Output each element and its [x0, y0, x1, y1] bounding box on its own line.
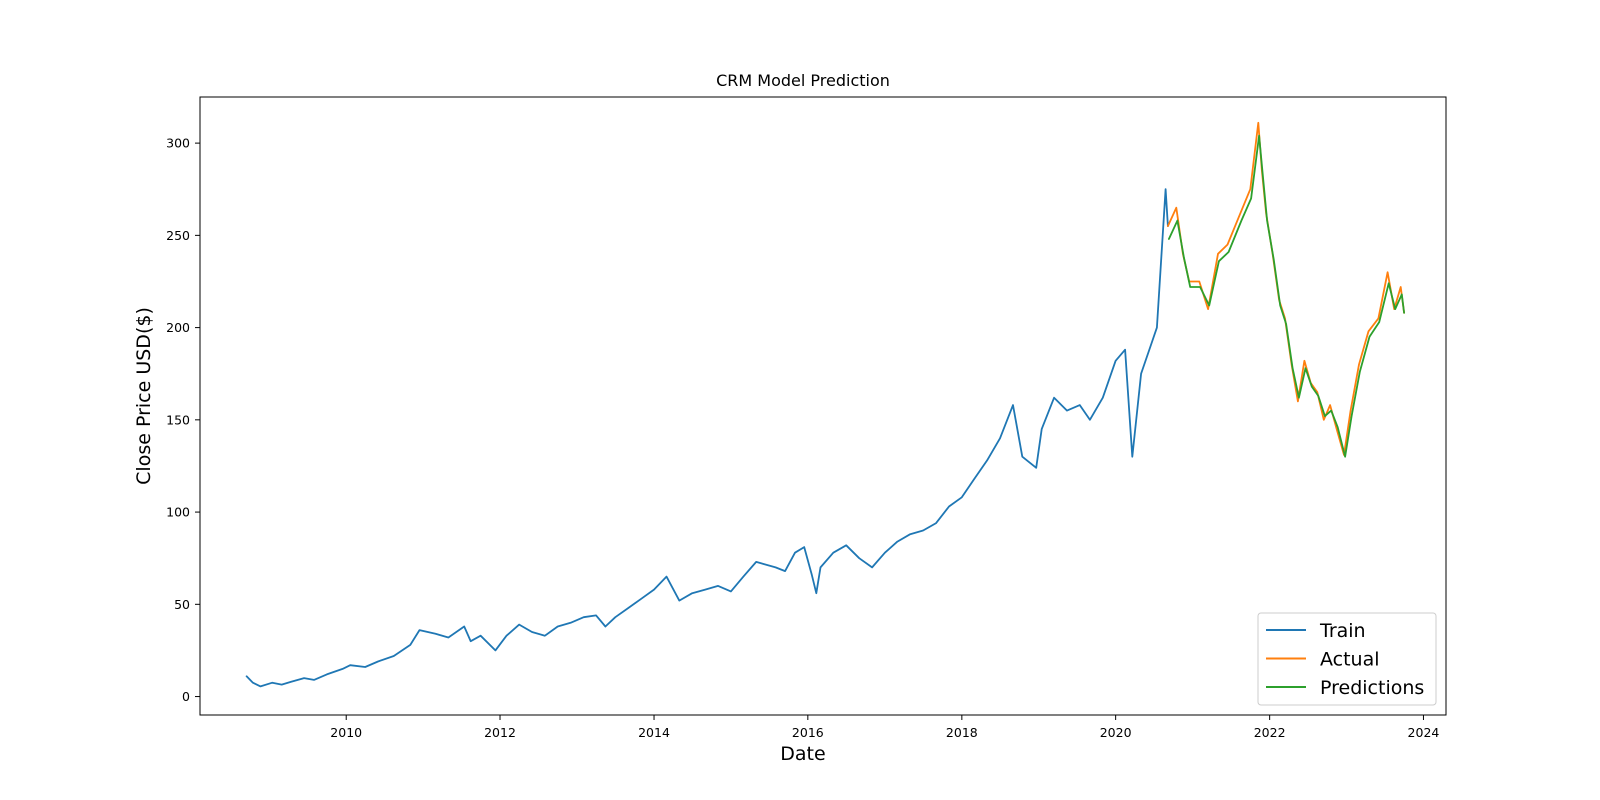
- x-tick-label: 2014: [638, 725, 670, 740]
- y-tick-label: 100: [166, 505, 190, 520]
- x-tick-label: 2024: [1408, 725, 1440, 740]
- x-tick-label: 2010: [330, 725, 362, 740]
- series-line-predictions: [1168, 134, 1405, 458]
- y-tick-label: 150: [166, 412, 190, 427]
- y-tick-label: 50: [174, 597, 190, 612]
- axes-frame: [199, 96, 1447, 716]
- legend-label-train: Train: [1319, 620, 1366, 642]
- x-tick-label: 2018: [946, 725, 978, 740]
- y-tick-label: 300: [166, 136, 190, 151]
- legend: Train Actual Predictions: [1257, 612, 1437, 706]
- x-axis-label: Date: [780, 743, 825, 765]
- legend-label-actual: Actual: [1320, 649, 1380, 671]
- y-tick-label: 250: [166, 228, 190, 243]
- legend-box: [1257, 612, 1437, 706]
- x-tick-label: 2022: [1254, 725, 1286, 740]
- plot-area: [199, 96, 1447, 716]
- x-tick-label: 2020: [1100, 725, 1132, 740]
- y-tick-label: 200: [166, 320, 190, 335]
- legend-label-predictions: Predictions: [1320, 677, 1424, 699]
- x-axis-ticks: 2010 2012 2014 2016 2018 2020 2022 2024: [330, 715, 1439, 740]
- series-line-train: [245, 188, 1169, 688]
- y-axis-label: Close Price USD($): [133, 307, 155, 485]
- x-tick-label: 2016: [792, 725, 824, 740]
- y-axis-ticks: 0 50 100 150 200 250 300: [166, 136, 200, 704]
- y-tick-label: 0: [182, 689, 190, 704]
- chart-title: CRM Model Prediction: [716, 71, 890, 90]
- x-tick-label: 2012: [484, 725, 516, 740]
